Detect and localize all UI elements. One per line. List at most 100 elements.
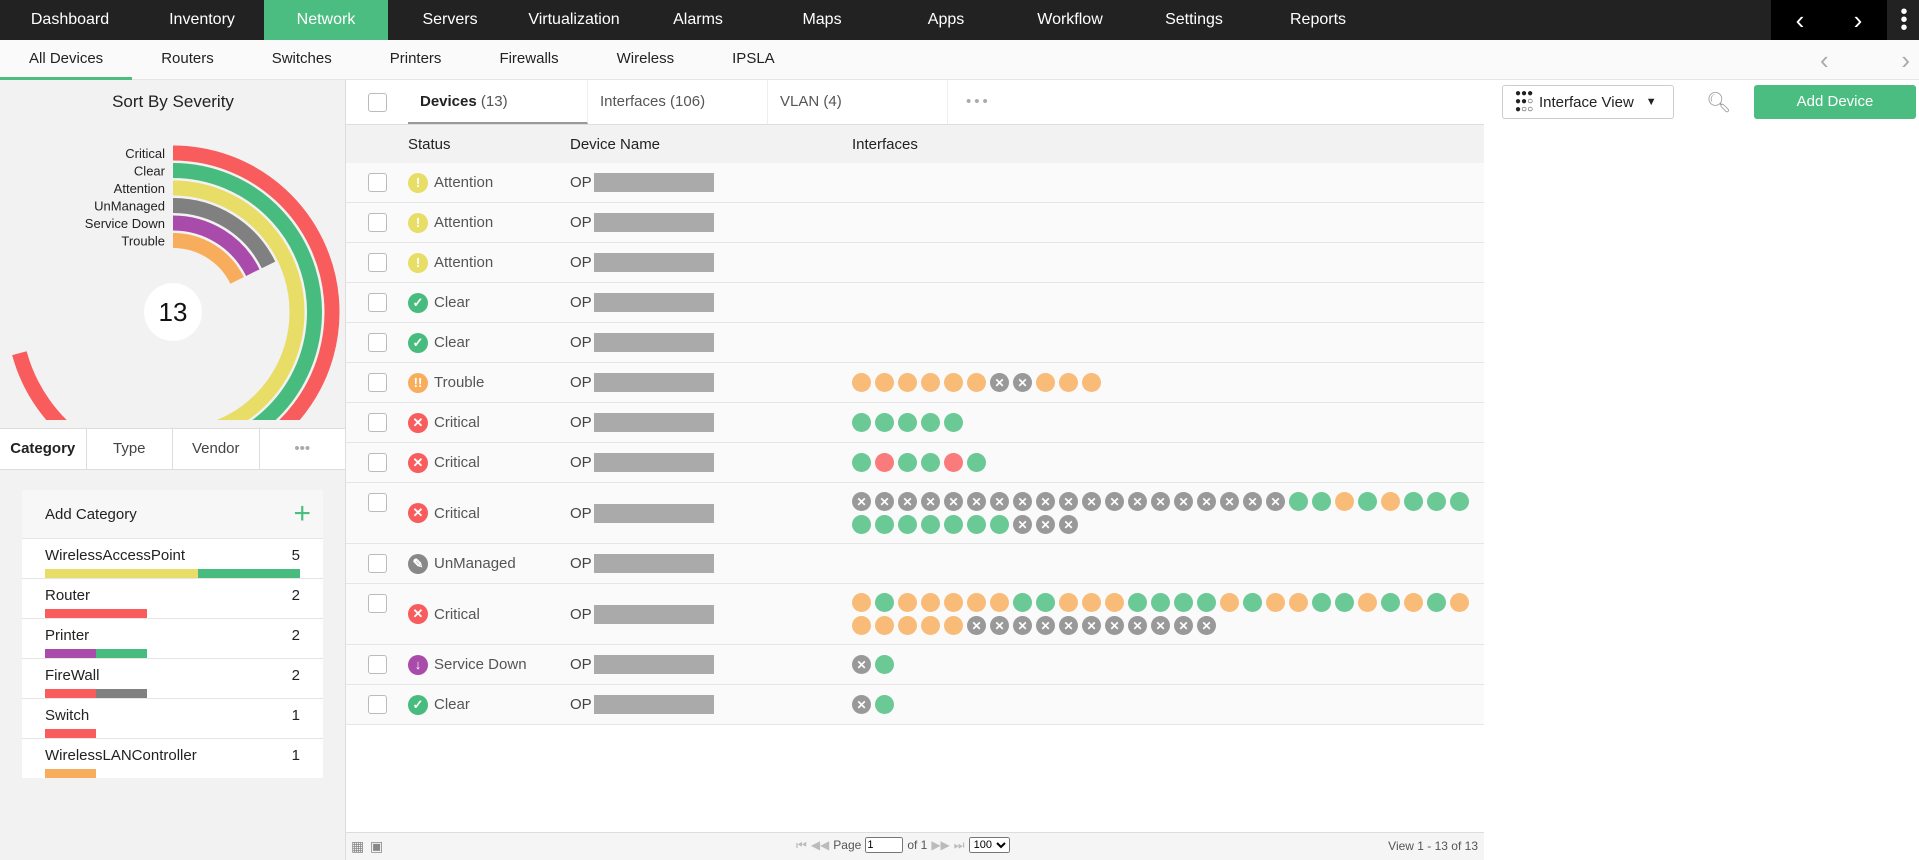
- severity-arc-clear[interactable]: [145, 163, 322, 421]
- row-checkbox[interactable]: [367, 413, 387, 432]
- interface-down-icon[interactable]: ✕: [852, 695, 871, 714]
- interface-status-dot[interactable]: [1404, 593, 1423, 612]
- interface-status-dot[interactable]: [875, 593, 894, 612]
- row-checkbox[interactable]: [367, 373, 387, 392]
- table-row[interactable]: ↓ Service Down OP ✕: [346, 645, 1484, 685]
- device-name-cell[interactable]: OP: [570, 483, 852, 543]
- interface-status-dot[interactable]: [990, 593, 1009, 612]
- table-row[interactable]: !! Trouble OP ✕ ✕: [346, 363, 1484, 403]
- table-row[interactable]: ✕ Critical OP ✕ ✕ ✕ ✕ ✕ ✕ ✕ ✕ ✕ ✕ ✕ ✕ ✕ ✕ ✕ ✕ ✕ ✕ ✕ ✕ ✕ ✕: [346, 483, 1484, 544]
- interface-status-dot[interactable]: [1358, 593, 1377, 612]
- nav-apps[interactable]: Apps: [927, 11, 965, 28]
- interface-status-dot[interactable]: [852, 616, 871, 635]
- interface-status-dot[interactable]: [875, 655, 894, 674]
- subnav-ipsla[interactable]: IPSLA: [732, 50, 775, 67]
- tab-vendor[interactable]: Vendor: [173, 429, 260, 469]
- interface-status-dot[interactable]: [1335, 492, 1354, 511]
- tab-vlan[interactable]: VLAN (4): [768, 80, 948, 124]
- table-row[interactable]: ✓ Clear OP ✕: [346, 685, 1484, 725]
- interface-down-icon[interactable]: ✕: [1151, 492, 1170, 511]
- interface-down-icon[interactable]: ✕: [1128, 492, 1147, 511]
- interface-status-dot[interactable]: [1128, 593, 1147, 612]
- category-row[interactable]: FireWall 2: [22, 658, 323, 698]
- row-checkbox[interactable]: [367, 695, 387, 714]
- device-name-cell[interactable]: OP: [570, 163, 852, 202]
- interface-down-icon[interactable]: ✕: [1128, 616, 1147, 635]
- interface-status-dot[interactable]: [1243, 593, 1262, 612]
- interface-status-dot[interactable]: [1358, 492, 1377, 511]
- interface-status-dot[interactable]: [1427, 492, 1446, 511]
- interface-status-dot[interactable]: [1151, 593, 1170, 612]
- first-page-icon[interactable]: ⏮: [796, 837, 807, 852]
- device-name[interactable]: OP: [570, 214, 592, 231]
- interface-status-dot[interactable]: [944, 413, 963, 432]
- prev-arrow-icon[interactable]: ‹: [1820, 45, 1829, 75]
- next-page-icon[interactable]: ▶▶: [931, 838, 950, 852]
- severity-arc-service-down[interactable]: [172, 215, 260, 277]
- subnav-firewalls[interactable]: Firewalls: [499, 50, 559, 67]
- row-checkbox[interactable]: [367, 453, 387, 472]
- interface-down-icon[interactable]: ✕: [1059, 492, 1078, 511]
- device-name[interactable]: OP: [570, 254, 592, 271]
- calculator-icon[interactable]: ▦: [351, 838, 365, 854]
- interface-status-dot[interactable]: [944, 373, 963, 392]
- page-input[interactable]: [865, 837, 904, 853]
- interface-status-dot[interactable]: [898, 453, 917, 472]
- next-arrow-icon[interactable]: ›: [1901, 45, 1910, 75]
- interface-status-dot[interactable]: [875, 695, 894, 714]
- device-name-cell[interactable]: OP: [570, 363, 852, 402]
- table-row[interactable]: ✓ Clear OP: [346, 283, 1484, 323]
- subnav-printers[interactable]: Printers: [389, 50, 442, 67]
- plus-icon[interactable]: +: [293, 497, 311, 530]
- interface-down-icon[interactable]: ✕: [1174, 492, 1193, 511]
- row-checkbox[interactable]: [367, 554, 387, 573]
- device-name-cell[interactable]: OP: [570, 544, 852, 583]
- interface-down-icon[interactable]: ✕: [1197, 492, 1216, 511]
- interface-down-icon[interactable]: ✕: [990, 373, 1009, 392]
- nav-servers[interactable]: Servers: [422, 11, 478, 28]
- next-arrow-icon[interactable]: ›: [1853, 4, 1863, 35]
- interface-status-dot[interactable]: [1036, 593, 1055, 612]
- interface-status-dot[interactable]: [898, 413, 917, 432]
- interface-down-icon[interactable]: ✕: [944, 492, 963, 511]
- severity-arc-unmanaged[interactable]: [172, 198, 276, 269]
- device-name-cell[interactable]: OP: [570, 685, 852, 724]
- nav-settings[interactable]: Settings: [1165, 11, 1223, 28]
- device-name-cell[interactable]: OP: [570, 283, 852, 322]
- category-row[interactable]: WirelessAccessPoint 5: [22, 538, 323, 578]
- table-row[interactable]: ✕ Critical OP: [346, 403, 1484, 443]
- interface-status-dot[interactable]: [921, 373, 940, 392]
- device-name[interactable]: OP: [570, 656, 592, 673]
- interface-down-icon[interactable]: ✕: [967, 616, 986, 635]
- interface-down-icon[interactable]: ✕: [1197, 616, 1216, 635]
- interface-status-dot[interactable]: [1036, 373, 1055, 392]
- interface-down-icon[interactable]: ✕: [967, 492, 986, 511]
- interface-down-icon[interactable]: ✕: [1059, 616, 1078, 635]
- interface-status-dot[interactable]: [1289, 492, 1308, 511]
- interface-status-dot[interactable]: [875, 515, 894, 534]
- interface-down-icon[interactable]: ✕: [1151, 616, 1170, 635]
- table-row[interactable]: ! Attention OP: [346, 203, 1484, 243]
- device-name[interactable]: OP: [570, 414, 592, 431]
- page-size-select[interactable]: 100: [968, 837, 1010, 853]
- interface-status-dot[interactable]: [1082, 593, 1101, 612]
- table-row[interactable]: ✕ Critical OP: [346, 443, 1484, 483]
- nav-alarms[interactable]: Alarms: [673, 11, 723, 28]
- nav-network[interactable]: Network: [264, 0, 388, 40]
- col-interfaces[interactable]: Interfaces: [852, 135, 918, 153]
- interface-down-icon[interactable]: ✕: [1036, 492, 1055, 511]
- interface-down-icon[interactable]: ✕: [1013, 373, 1032, 392]
- interface-status-dot[interactable]: [1404, 492, 1423, 511]
- interface-status-dot[interactable]: [1381, 492, 1400, 511]
- interface-status-dot[interactable]: [898, 593, 917, 612]
- device-name[interactable]: OP: [570, 454, 592, 471]
- interface-down-icon[interactable]: ✕: [875, 492, 894, 511]
- interface-down-icon[interactable]: ✕: [1082, 616, 1101, 635]
- last-page-icon[interactable]: ⏭: [953, 837, 965, 852]
- interface-down-icon[interactable]: ✕: [1220, 492, 1239, 511]
- category-row[interactable]: Printer 2: [22, 618, 323, 658]
- add-category-row[interactable]: Add Category +: [22, 490, 323, 538]
- device-name[interactable]: OP: [570, 696, 592, 713]
- interface-status-dot[interactable]: [944, 616, 963, 635]
- interface-status-dot[interactable]: [852, 515, 871, 534]
